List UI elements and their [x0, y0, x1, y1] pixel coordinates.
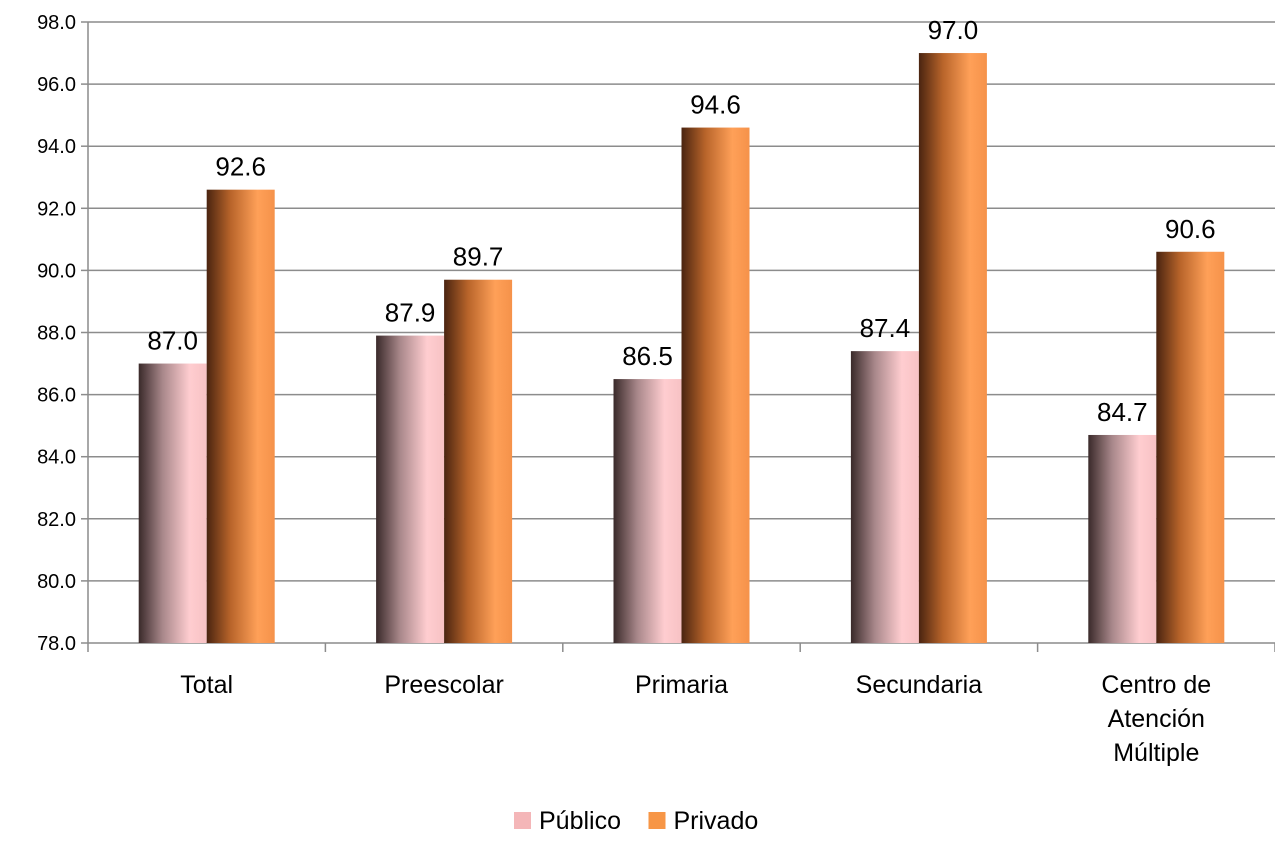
data-label: 87.4 [860, 313, 911, 343]
data-label: 89.7 [453, 242, 504, 272]
y-tick-label: 88.0 [37, 323, 76, 345]
legend-label: Privado [674, 807, 759, 835]
bar [138, 363, 207, 643]
y-tick-label: 98.0 [37, 12, 76, 34]
y-tick-label: 94.0 [37, 136, 76, 158]
x-category-label: Primaria [635, 671, 728, 699]
y-tick-label: 92.0 [37, 198, 76, 220]
bar [918, 53, 987, 644]
legend-swatch [648, 812, 666, 829]
legend-swatch [514, 812, 531, 829]
data-label: 90.6 [1165, 214, 1216, 244]
x-category-label: Centro de Atención Múltiple [1101, 671, 1211, 767]
data-label: 87.0 [147, 326, 198, 356]
bar [206, 189, 275, 644]
bars [138, 53, 1225, 644]
y-tick-label: 90.0 [37, 260, 76, 282]
data-label: 84.7 [1097, 397, 1148, 427]
y-tick-label: 80.0 [37, 571, 76, 593]
y-tick-label: 84.0 [37, 447, 76, 469]
bar [444, 279, 513, 643]
bar [613, 379, 682, 643]
y-tick-label: 82.0 [37, 509, 76, 531]
legend-label: Público [539, 807, 621, 835]
y-tick-label: 86.0 [37, 385, 76, 407]
bar [1088, 434, 1157, 643]
legend: Público Privado [514, 807, 758, 835]
bar [681, 127, 750, 643]
data-labels: 87.0 92.6 87.9 89.7 86.5 94.6 87.4 97.0 84.7 90.6 [147, 15, 1215, 427]
bar [1156, 251, 1225, 643]
y-tick-label: 78.0 [37, 633, 76, 655]
data-label: 87.9 [385, 298, 436, 328]
data-label: 92.6 [215, 152, 266, 182]
bar [376, 335, 445, 643]
data-label: 94.6 [690, 90, 741, 120]
x-category-label: Total [180, 671, 233, 699]
x-category-label: Preescolar [384, 671, 504, 699]
bar [850, 351, 919, 643]
x-category-label: Secundaria [856, 671, 983, 699]
data-label: 86.5 [622, 341, 673, 371]
y-tick-label: 96.0 [37, 74, 76, 96]
data-label: 97.0 [928, 15, 979, 45]
